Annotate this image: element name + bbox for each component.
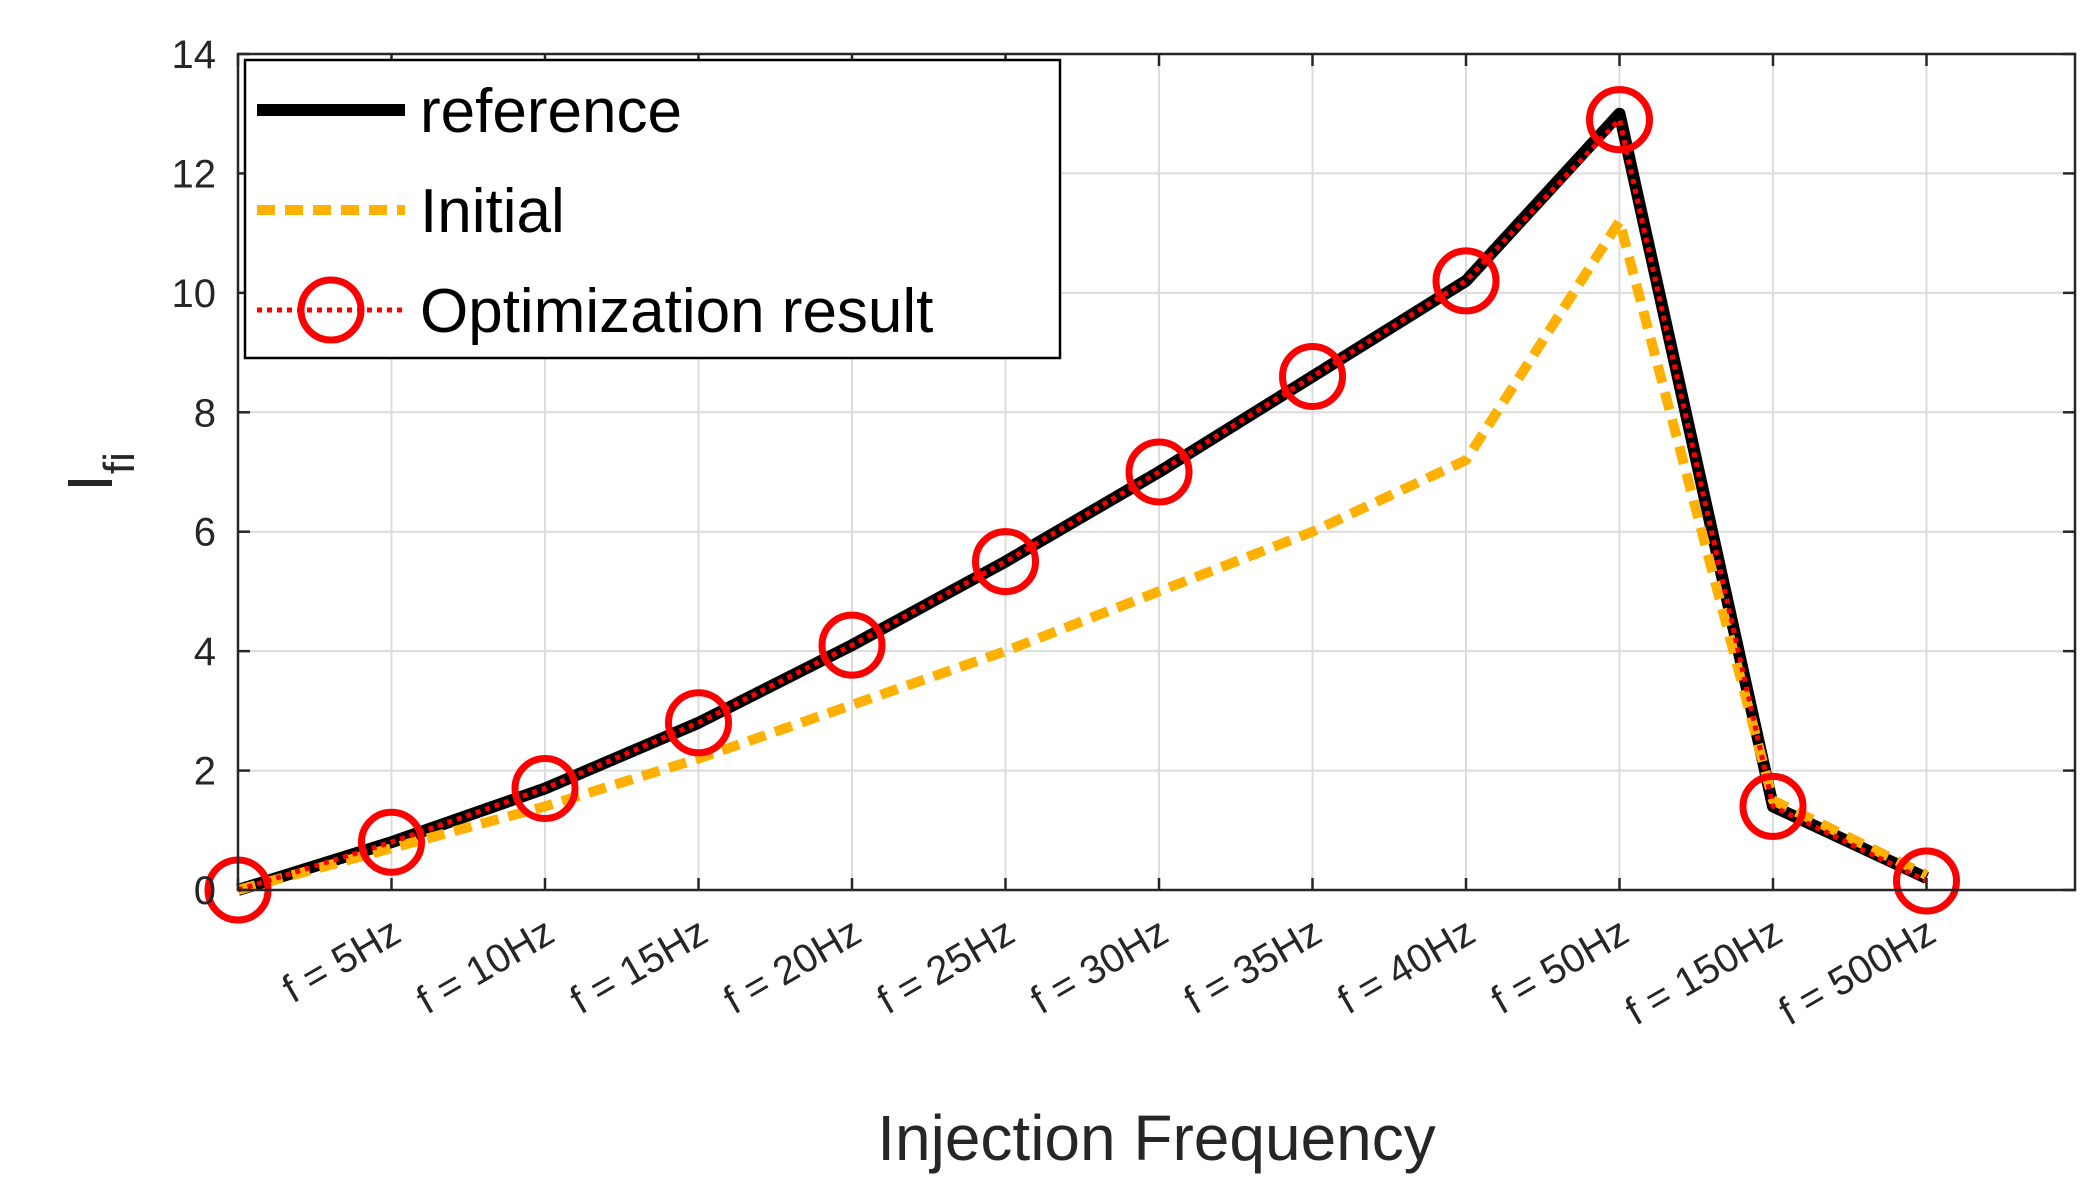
x-axis-title: Injection Frequency <box>877 1102 1436 1174</box>
series-line-2 <box>236 216 1929 895</box>
y-tick-label: 6 <box>194 511 216 555</box>
data-point-marker <box>1279 342 1346 410</box>
legend-label-1: reference <box>420 77 682 146</box>
data-point-marker <box>665 689 732 757</box>
y-tick-label: 4 <box>194 630 216 674</box>
data-point-marker <box>818 611 886 679</box>
legend-label-2: Initial <box>420 177 565 246</box>
data-point-marker <box>1739 772 1807 840</box>
y-tick-label: 10 <box>172 272 217 316</box>
y-tick-label: 0 <box>194 869 216 913</box>
y-tick-label: 2 <box>194 750 216 794</box>
data-point-marker <box>1432 247 1500 315</box>
y-axis-title-subscript: fi <box>95 452 144 474</box>
legend: reference Initial Optimization result <box>243 58 1062 360</box>
data-point-marker <box>1893 847 1960 915</box>
legend-marker <box>297 276 365 344</box>
legend-label-3: Optimization result <box>420 277 933 346</box>
data-point-marker <box>1586 86 1653 154</box>
data-point-marker <box>358 808 425 876</box>
y-axis-title-main: I <box>54 474 126 492</box>
data-point-marker <box>1125 438 1193 506</box>
y-axis-title: Ifi <box>54 452 144 492</box>
plot-frame <box>236 52 2077 892</box>
data-point-marker <box>511 754 579 822</box>
data-point-marker <box>972 528 1039 596</box>
y-tick-label: 8 <box>194 391 216 435</box>
y-tick-label: 14 <box>172 33 217 77</box>
y-tick-label: 12 <box>172 152 217 196</box>
